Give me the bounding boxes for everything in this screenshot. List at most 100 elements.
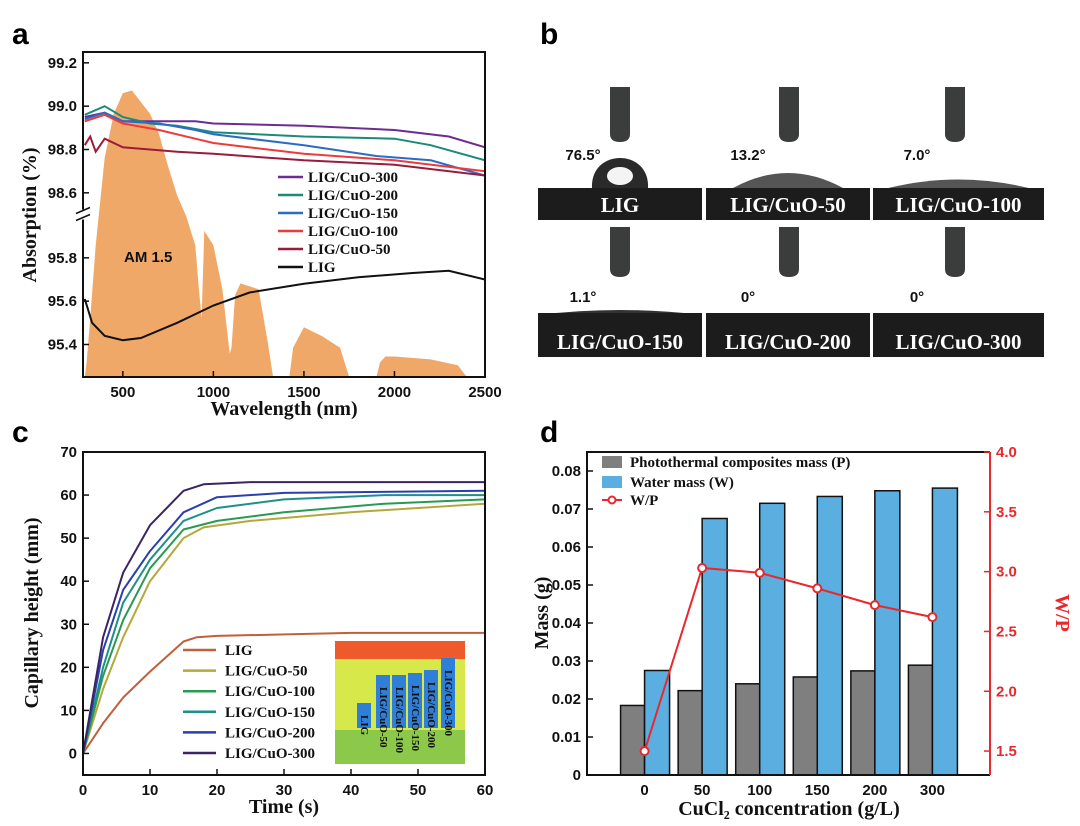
contact-angle-value: 0°: [910, 289, 924, 306]
needle: [945, 227, 965, 277]
wp-point: [812, 583, 823, 594]
axis-break-gap: [77, 209, 89, 220]
x-tick-label: 20: [209, 782, 226, 799]
sample-label: LIG/CuO-300: [895, 330, 1021, 354]
x-tick-label: 1500: [287, 384, 320, 401]
sample-label: LIG/CuO-100: [895, 193, 1021, 217]
x-axis-title: Wavelength (nm): [210, 398, 357, 420]
series-line-lig-cuo-150: [84, 111, 485, 177]
series-line-lig: [82, 631, 485, 755]
legend-label: LIG/CuO-200: [308, 188, 398, 204]
y-tick-label: 10: [60, 702, 77, 719]
y-tick-label: 30: [60, 616, 77, 633]
x-tick-label: 50: [694, 782, 711, 799]
contact-angle-value: 13.2°: [730, 147, 765, 164]
absorption-chart: 500 1000 1500 2000 2500 98.6 98.8 99.0 99.2 95.4 9…: [19, 51, 502, 420]
am15-annotation: AM 1.5: [124, 249, 172, 266]
inset-hot-band: [335, 641, 465, 659]
y-tick-label: 98.6: [48, 185, 77, 202]
panel-label-c: c: [12, 416, 29, 449]
bar-p: [619, 704, 646, 776]
x-tick-label: 500: [110, 384, 135, 401]
legend-label: LIG/CuO-50: [308, 242, 391, 258]
legend-swatch: [602, 456, 622, 468]
bar-p: [734, 683, 761, 776]
y-tick-label: 70: [60, 444, 77, 461]
y-right-tick-label: 1.5: [996, 743, 1017, 760]
bar-w: [816, 495, 844, 776]
series-line-lig-cuo-150: [82, 494, 485, 754]
series-line-lig: [83, 269, 485, 342]
legend-label: LIG/CuO-100: [225, 684, 315, 700]
needle: [610, 87, 630, 142]
needle: [779, 87, 799, 142]
substrate: [873, 313, 1044, 357]
x-tick-label: 2000: [378, 384, 411, 401]
y-axis-title: Absorption (%): [19, 147, 41, 282]
x-axis-title: CuCl₂ concentration (g/L): [678, 798, 900, 820]
legend-label: LIG/CuO-50: [225, 664, 308, 680]
substrate: [538, 188, 702, 220]
y-axis-title-right: W/P: [1051, 594, 1073, 632]
y-tick-label: 0.08: [552, 463, 581, 480]
wp-point: [869, 600, 880, 611]
inset-label: LIG/CuO-150: [409, 685, 421, 752]
series-line-lig-cuo-300: [82, 481, 485, 754]
bar-w: [931, 487, 959, 776]
thermal-inset-image: LIG LIG/CuO-50 LIG/CuO-100 LIG/CuO-150 LIG/C…: [335, 641, 465, 764]
wp-point: [697, 563, 708, 574]
axis-break-mark: [75, 213, 91, 222]
contact-angle-image: LIG 76.5°: [538, 87, 702, 220]
plot-frame: [586, 451, 990, 776]
inset-label: LIG/CuO-50: [377, 687, 389, 748]
inset-base: [335, 730, 465, 764]
x-tick-label: 0: [79, 782, 87, 799]
contact-angle-images: LIG76.5°LIG/CuO-5013.2°LIG/CuO-1007.0°LI…: [538, 87, 1044, 357]
y-axis-title: Capillary height (mm): [21, 517, 43, 708]
x-tick-label: 300: [920, 782, 945, 799]
x-tick-label: 150: [805, 782, 830, 799]
substrate: [873, 188, 1044, 220]
contact-angle-image: LIG/CuO-100 7.0°: [873, 87, 1044, 220]
x-tick-label: 10: [142, 782, 159, 799]
inset-label: LIG/CuO-300: [442, 670, 454, 737]
contact-angle-value: 76.5°: [565, 147, 600, 164]
legend-label: LIG/CuO-150: [308, 206, 398, 222]
y-right-tick-label: 3.5: [996, 504, 1017, 521]
series-line-lig-cuo-50: [82, 502, 486, 754]
wp-point: [754, 567, 765, 578]
legend-label: LIG: [308, 260, 336, 276]
legend-label: LIG/CuO-100: [308, 224, 398, 240]
contact-angle-value: 0°: [741, 289, 755, 306]
x-tick-label: 2500: [468, 384, 501, 401]
inset-label: LIG: [358, 715, 370, 736]
am15-spectrum-area: [84, 90, 467, 377]
substrate: [706, 313, 870, 357]
contact-angle-value: 7.0°: [904, 147, 931, 164]
y-tick-label: 0.05: [552, 577, 581, 594]
inset-strip: [408, 673, 422, 728]
x-tick-label: 1000: [197, 384, 230, 401]
y-tick-label: 0.03: [552, 653, 581, 670]
inset-strip: [424, 670, 438, 728]
series-line-lig-cuo-200: [82, 489, 486, 754]
x-tick-label: 100: [747, 782, 772, 799]
inset-strip: [357, 703, 371, 728]
inset-label: LIG/CuO-200: [425, 682, 437, 749]
capillary-height-chart: LIG LIG/CuO-50 LIG/CuO-100 LIG/CuO-150 LIG/C…: [21, 444, 493, 818]
bar-w: [874, 490, 901, 776]
inset-strip: [376, 675, 390, 728]
y-tick-label: 99.0: [48, 98, 77, 115]
legend-label: LIG: [225, 643, 253, 659]
legend-label: LIG/CuO-300: [308, 170, 398, 186]
legend-swatch: [602, 476, 622, 488]
sample-label: LIG/CuO-150: [557, 330, 683, 354]
droplet: [888, 179, 1029, 188]
legend-label: LIG/CuO-300: [225, 746, 315, 762]
legend-label: LIG/CuO-150: [225, 705, 315, 721]
y-tick-label: 0.07: [552, 501, 581, 518]
x-tick-label: 50: [410, 782, 427, 799]
needle: [610, 227, 630, 277]
sample-label: LIG: [601, 193, 640, 217]
